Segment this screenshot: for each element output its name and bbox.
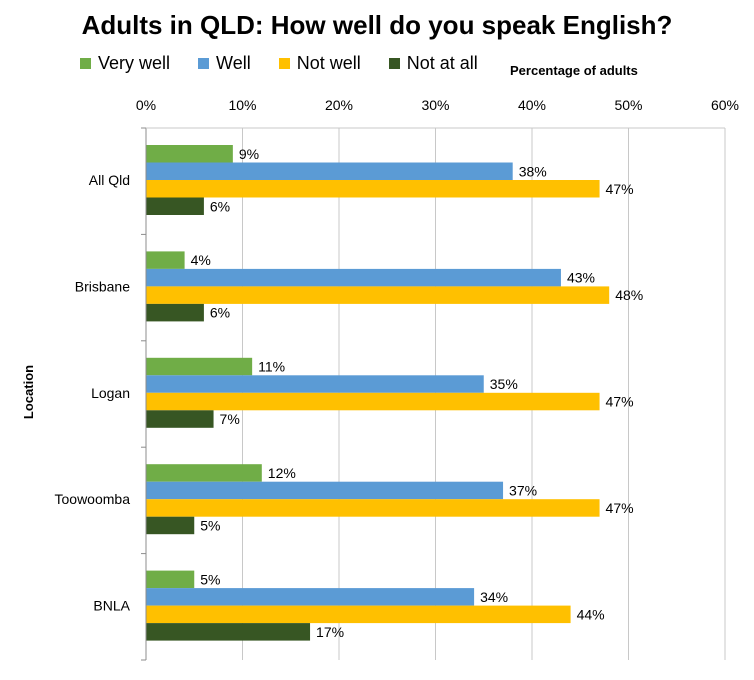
data-label: 43% [567, 270, 595, 286]
data-label: 44% [577, 606, 605, 622]
x-tick-label: 10% [228, 97, 256, 113]
legend-label-very-well: Very well [98, 52, 171, 73]
x-axis-title: Percentage of adults [510, 63, 638, 78]
y-axis-title: Location [21, 365, 36, 419]
x-tick-label: 40% [518, 97, 546, 113]
x-tick-label: 60% [711, 97, 739, 113]
legend-label-not-at-all: Not at all [406, 52, 478, 73]
bar-brisbane-very-well [146, 251, 185, 269]
bar-bnla-very-well [146, 570, 195, 589]
data-label: 47% [606, 181, 634, 197]
data-label: 38% [519, 163, 547, 179]
data-label: 5% [200, 517, 220, 533]
data-label: 48% [615, 287, 643, 303]
legend: Very well Well Not well Not at all [80, 52, 506, 74]
bar-all-qld-not-well [146, 180, 600, 198]
x-tick-label: 20% [325, 97, 353, 113]
bar-toowoomba-not-well [146, 499, 600, 517]
axes [141, 127, 725, 661]
bar-toowoomba-very-well [146, 464, 262, 482]
category-label-logan: Logan [91, 385, 130, 401]
bar-brisbane-not-at-all [146, 303, 204, 322]
bar-logan-not-at-all [146, 410, 214, 428]
bar-all-qld-very-well [146, 145, 233, 163]
data-label: 17% [316, 624, 344, 640]
legend-item-not-well: Not well [278, 52, 361, 74]
category-label-bnla: BNLA [93, 598, 130, 614]
bar-all-qld-not-at-all [146, 197, 204, 215]
category-label-all-qld: All Qld [89, 172, 130, 188]
bar-bnla-well [146, 588, 475, 606]
category-label-brisbane: Brisbane [75, 278, 130, 294]
bar-toowoomba-well [146, 481, 504, 500]
bar-all-qld-well [146, 162, 513, 180]
data-label: 37% [509, 482, 537, 498]
data-label: 12% [268, 465, 296, 481]
x-tick-label: 50% [614, 97, 642, 113]
data-label: 11% [258, 359, 285, 375]
legend-item-well: Well [198, 53, 251, 74]
bar-brisbane-well [146, 268, 561, 287]
data-label: 34% [480, 589, 508, 605]
data-label: 9% [239, 146, 259, 162]
bars [146, 145, 610, 641]
bar-brisbane-not-well [146, 286, 610, 304]
legend-swatch-well [198, 57, 210, 69]
legend-swatch-not-well [278, 57, 290, 69]
bar-bnla-not-well [146, 605, 571, 624]
legend-swatch-not-at-all [388, 57, 400, 69]
x-tick-label: 30% [421, 97, 449, 113]
legend-item-not-at-all: Not at all [388, 52, 478, 74]
x-tick-label: 0% [136, 97, 156, 113]
data-label: 5% [200, 571, 220, 587]
legend-label-not-well: Not well [296, 52, 361, 73]
bar-bnla-not-at-all [146, 623, 311, 641]
legend-swatch-very-well [80, 57, 91, 69]
data-label: 6% [210, 198, 230, 214]
data-label: 7% [220, 411, 240, 427]
data-label: 47% [606, 500, 634, 516]
data-label: 47% [606, 394, 634, 410]
category-label-toowoomba: Toowoomba [55, 491, 131, 507]
bar-logan-very-well [146, 357, 253, 376]
legend-item-very-well: Very well [80, 53, 170, 74]
data-label: 6% [210, 305, 230, 321]
chart-title: Adults in QLD: How well do you speak Eng… [81, 10, 673, 40]
bar-logan-not-well [146, 392, 600, 411]
data-label: 4% [191, 252, 211, 268]
labels: 0% 10% 20% 30% 40% 50% 60% 9% 38% 47% 6% All Qld 4% 4… [21, 97, 739, 640]
bar-toowoomba-not-at-all [146, 516, 195, 535]
legend-label-well: Well [216, 52, 251, 73]
data-label: 35% [490, 376, 518, 392]
bar-logan-well [146, 375, 484, 393]
